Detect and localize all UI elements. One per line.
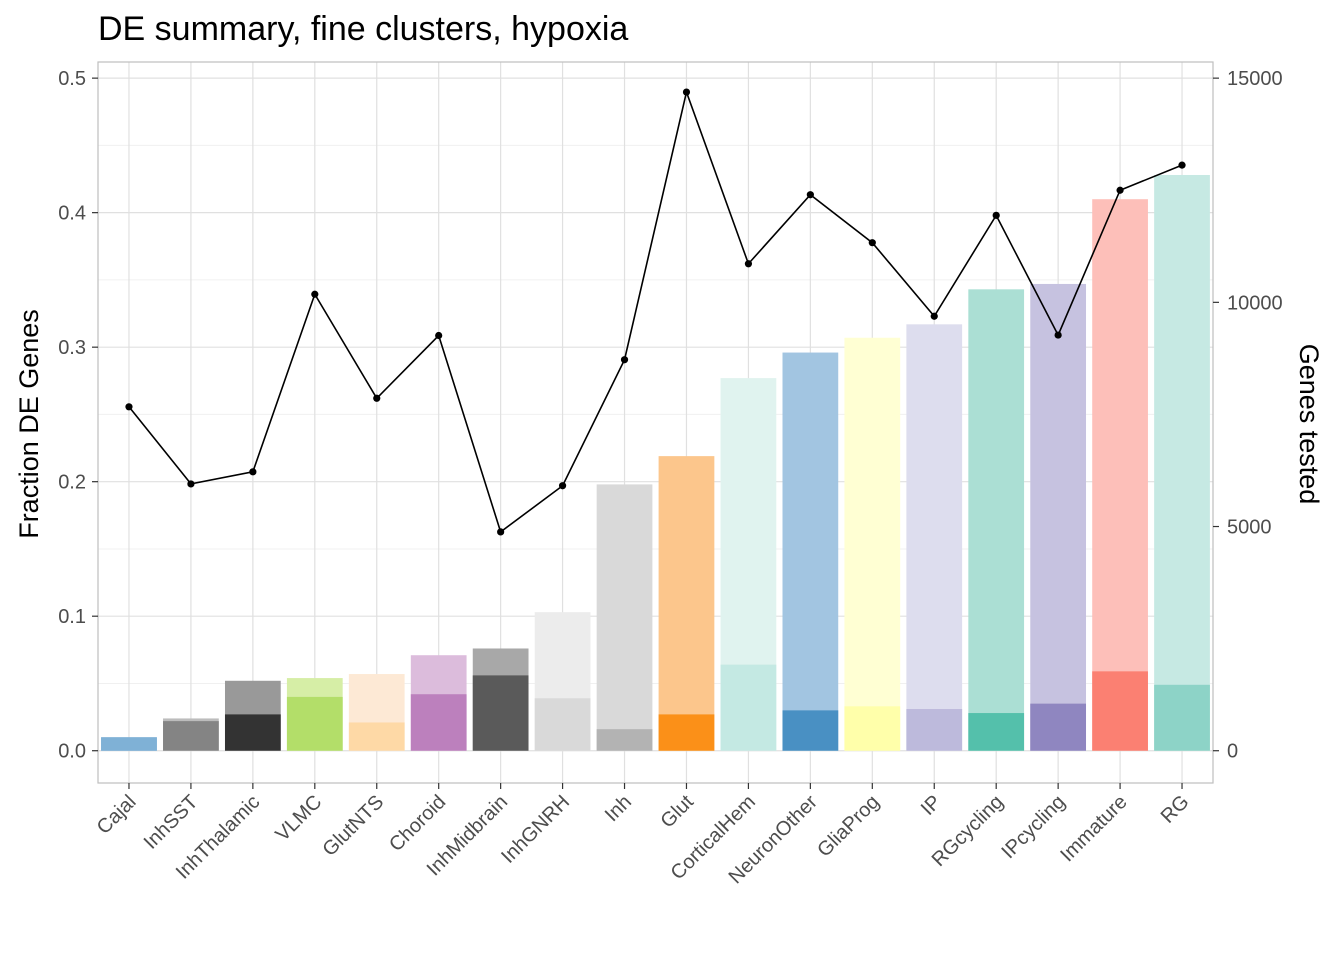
x-tick-label-RG: RG bbox=[1157, 791, 1194, 828]
bar-total-Inh bbox=[596, 484, 653, 751]
x-tick-label-Cajal: Cajal bbox=[93, 791, 141, 839]
bar-total-RG bbox=[1154, 174, 1210, 751]
genes-tested-point-InhThalamic bbox=[249, 468, 257, 476]
bar-total-Glut bbox=[658, 456, 715, 751]
y2-tick-label: 15000 bbox=[1227, 68, 1283, 90]
y-tick-label: 0.4 bbox=[58, 203, 86, 225]
bar-total-RGcycling bbox=[968, 289, 1025, 751]
x-tick-label-Glut: Glut bbox=[657, 791, 699, 833]
x-tick-label-InhGNRH: InhGNRH bbox=[497, 791, 574, 868]
chart-title: DE summary, fine clusters, hypoxia bbox=[98, 10, 628, 48]
y-tick-label: 0.2 bbox=[58, 472, 86, 494]
panel-border bbox=[97, 61, 1214, 784]
x-tick-label-IP: IP bbox=[917, 791, 946, 820]
bar-core-InhGNRH bbox=[534, 698, 591, 751]
genes-tested-point-NeuronOther bbox=[806, 191, 814, 199]
bar-core-InhThalamic bbox=[224, 714, 281, 751]
genes-tested-point-GlutNTS bbox=[373, 394, 381, 402]
genes-tested-point-InhSST bbox=[187, 480, 195, 488]
bars-total bbox=[101, 174, 1210, 751]
bar-core-Glut bbox=[658, 714, 715, 751]
x-tick-label-GliaProg: GliaProg bbox=[813, 791, 884, 862]
y-tick-label: 0.3 bbox=[58, 337, 86, 359]
bar-core-CorticalHem bbox=[720, 664, 777, 751]
genes-tested-point-InhMidbrain bbox=[497, 528, 505, 536]
genes-tested-point-IP bbox=[930, 312, 938, 320]
bar-core-VLMC bbox=[286, 696, 343, 751]
genes-tested-point-Inh bbox=[620, 356, 629, 364]
y2-tick-label: 0 bbox=[1227, 741, 1238, 763]
x-tick-label-Immature: Immature bbox=[1056, 791, 1131, 866]
genes-tested-point-Cajal bbox=[125, 403, 133, 411]
genes-tested-point-Immature bbox=[1116, 186, 1124, 194]
bar-core-Immature bbox=[1092, 671, 1148, 751]
bar-core-RG bbox=[1154, 684, 1210, 751]
genes-tested-point-RGcycling bbox=[992, 211, 1000, 219]
bar-core-GlutNTS bbox=[348, 722, 405, 751]
bar-core-InhMidbrain bbox=[472, 675, 529, 751]
x-tick-label-InhSST: InhSST bbox=[140, 791, 203, 854]
x-tick-label-Inh: Inh bbox=[601, 791, 636, 826]
genes-tested-point-VLMC bbox=[311, 290, 319, 298]
genes-tested-point-InhGNRH bbox=[558, 482, 567, 490]
bar-total-Immature bbox=[1092, 199, 1148, 751]
bar-core-Choroid bbox=[410, 694, 467, 751]
y-tick-label: 0.0 bbox=[58, 741, 86, 763]
y2-axis-ticks: 0 5000 10000 15000 bbox=[1213, 68, 1283, 763]
bar-core-IP bbox=[906, 709, 963, 751]
x-tick-label-GlutNTS: GlutNTS bbox=[319, 791, 389, 861]
genes-tested-point-Glut bbox=[682, 88, 691, 96]
y2-axis-title: Genes tested bbox=[1294, 344, 1324, 505]
bars-core bbox=[101, 664, 1210, 751]
y-tick-label: 0.5 bbox=[58, 68, 86, 90]
y2-tick-label: 5000 bbox=[1227, 517, 1272, 539]
bar-core-Inh bbox=[596, 729, 653, 751]
bar-total-IP bbox=[906, 324, 963, 751]
genes-tested-point-IPcycling bbox=[1054, 331, 1062, 339]
genes-tested-point-CorticalHem bbox=[744, 260, 753, 268]
bar-total-IPcycling bbox=[1030, 283, 1087, 751]
bar-total-GliaProg bbox=[844, 337, 901, 751]
genes-tested-line bbox=[125, 88, 1186, 536]
bar-core-InhSST bbox=[163, 721, 219, 751]
genes-tested-point-RG bbox=[1178, 161, 1186, 169]
y-axis-ticks: 0.0 0.1 0.2 0.3 0.4 0.5 bbox=[58, 68, 98, 763]
genes-tested-point-GliaProg bbox=[868, 239, 876, 247]
y-tick-label: 0.1 bbox=[58, 606, 86, 628]
bar-core-Cajal bbox=[101, 737, 157, 751]
genes-tested-polyline bbox=[128, 89, 1183, 534]
bar-core-RGcycling bbox=[968, 713, 1025, 751]
genes-tested-point-Choroid bbox=[435, 331, 443, 340]
bar-total-NeuronOther bbox=[782, 352, 839, 751]
x-tick-label-VLMC: VLMC bbox=[271, 791, 326, 846]
bar-core-NeuronOther bbox=[782, 710, 839, 751]
bar-core-IPcycling bbox=[1030, 703, 1087, 751]
bar-core-GliaProg bbox=[844, 706, 901, 751]
y2-tick-label: 10000 bbox=[1227, 292, 1283, 314]
y-axis-title: Fraction DE Genes bbox=[14, 309, 44, 539]
